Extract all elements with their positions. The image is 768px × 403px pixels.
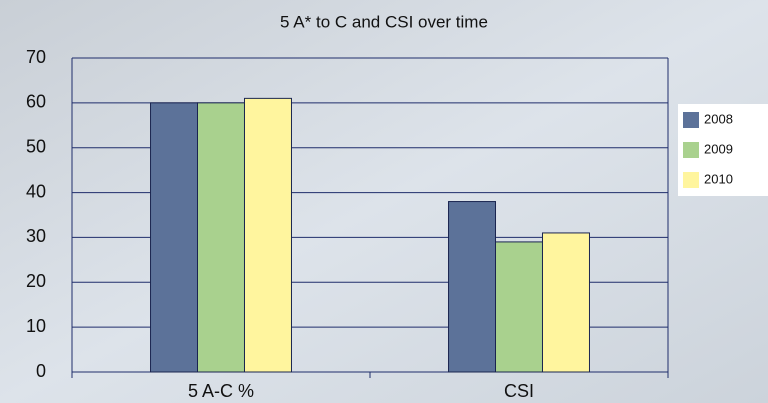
background (0, 0, 768, 403)
bar (496, 242, 543, 372)
x-tick-label: 5 A-C % (188, 381, 254, 401)
y-tick-label: 20 (26, 271, 46, 291)
y-tick-label: 50 (26, 136, 46, 156)
legend-swatch (683, 172, 699, 188)
chart-title: 5 A* to C and CSI over time (280, 12, 488, 31)
legend-label: 2010 (704, 171, 733, 186)
y-tick-label: 40 (26, 181, 46, 201)
legend-label: 2009 (704, 141, 733, 156)
legend-label: 2008 (704, 111, 733, 126)
y-tick-label: 60 (26, 92, 46, 112)
y-tick-label: 30 (26, 226, 46, 246)
y-tick-label: 10 (26, 316, 46, 336)
bar (542, 233, 589, 372)
legend-swatch (683, 112, 699, 128)
y-tick-label: 70 (26, 47, 46, 67)
bar (198, 103, 245, 372)
chart: 5 A* to C and CSI over time 0 10 20 30 40 50 6… (0, 0, 768, 403)
legend-swatch (683, 142, 699, 158)
bar (244, 98, 291, 372)
y-tick-label: 0 (36, 361, 46, 381)
x-tick-label: CSI (504, 381, 534, 401)
bar (449, 202, 496, 372)
bar (151, 103, 198, 372)
